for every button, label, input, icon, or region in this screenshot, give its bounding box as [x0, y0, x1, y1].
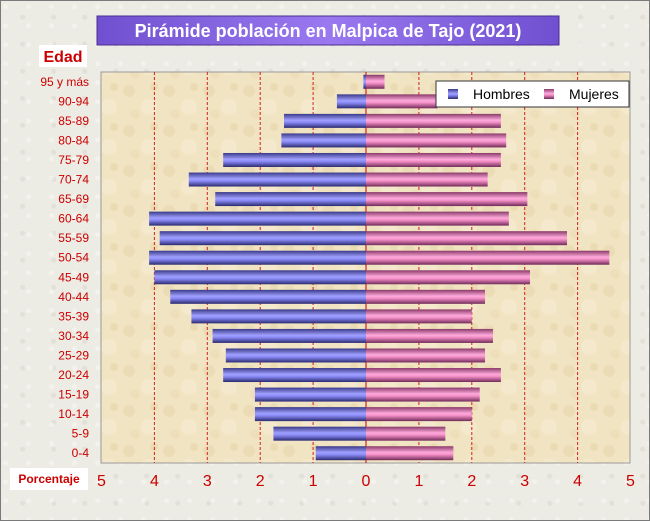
bar-mujeres-14 — [366, 348, 486, 363]
bar-mujeres-4 — [366, 152, 501, 167]
age-tick-8: 55-59 — [58, 231, 89, 245]
legend-swatch-mujeres — [544, 89, 554, 99]
bar-mujeres-1 — [366, 94, 438, 109]
age-tick-6: 65-69 — [58, 192, 89, 206]
x-tick-7: 2 — [467, 473, 476, 490]
bar-mujeres-15 — [366, 368, 501, 383]
age-tick-9: 50-54 — [58, 251, 89, 265]
x-axis-label: Porcentaje — [18, 472, 80, 486]
bar-hombres-10 — [154, 270, 366, 285]
bar-hombres-13 — [212, 328, 366, 343]
legend: Hombres Mujeres — [435, 80, 630, 108]
bar-hombres-7 — [149, 211, 366, 226]
x-tick-0: 5 — [97, 473, 106, 490]
x-tick-10: 5 — [626, 473, 635, 490]
bar-hombres-18 — [273, 426, 366, 441]
bar-mujeres-19 — [366, 446, 454, 461]
age-tick-17: 10-14 — [58, 407, 89, 421]
bar-mujeres-5 — [366, 172, 488, 187]
bar-mujeres-12 — [366, 309, 472, 324]
bar-mujeres-13 — [366, 328, 493, 343]
bar-mujeres-0 — [366, 74, 385, 89]
legend-label-hombres: Hombres — [473, 86, 530, 102]
age-tick-5: 70-74 — [58, 173, 89, 187]
x-tick-4: 1 — [309, 473, 318, 490]
x-tick-6: 1 — [414, 473, 423, 490]
bar-mujeres-8 — [366, 231, 568, 246]
bar-hombres-8 — [159, 231, 366, 246]
bar-mujeres-2 — [366, 113, 501, 128]
bar-hombres-2 — [284, 113, 366, 128]
x-axis-label-box — [10, 468, 88, 490]
series-mujeres — [366, 74, 610, 461]
age-tick-15: 20-24 — [58, 368, 89, 382]
bar-mujeres-10 — [366, 270, 530, 285]
age-tick-3: 80-84 — [58, 133, 89, 147]
bar-mujeres-9 — [366, 250, 610, 265]
bar-hombres-19 — [315, 446, 366, 461]
age-tick-0: 95 y más — [40, 75, 89, 89]
y-axis-label-box — [39, 45, 87, 67]
bar-hombres-5 — [188, 172, 366, 187]
age-tick-13: 30-34 — [58, 329, 89, 343]
x-tick-labels: 5 4 3 2 1 0 1 2 3 4 5 — [97, 473, 635, 490]
chart-title-box — [96, 15, 560, 46]
bar-mujeres-6 — [366, 192, 528, 207]
y-axis-label: Edad — [43, 49, 82, 66]
age-tick-7: 60-64 — [58, 212, 89, 226]
bar-hombres-9 — [149, 250, 366, 265]
age-tick-18: 5-9 — [72, 427, 90, 441]
bar-hombres-0 — [363, 74, 366, 89]
age-tick-4: 75-79 — [58, 153, 89, 167]
bar-hombres-4 — [223, 152, 366, 167]
bar-hombres-17 — [254, 407, 366, 422]
bar-mujeres-3 — [366, 133, 507, 148]
bar-hombres-6 — [215, 192, 366, 207]
chart-title: Pirámide población en Malpica de Tajo (2… — [135, 21, 522, 41]
legend-label-mujeres: Mujeres — [569, 86, 619, 102]
series-hombres — [149, 74, 366, 461]
age-tick-labels: 95 y más 90-94 85-89 80-84 75-79 70-74 65-69 60… — [40, 75, 89, 460]
age-tick-2: 85-89 — [58, 114, 89, 128]
x-tick-5: 0 — [362, 473, 371, 490]
bar-hombres-1 — [336, 94, 366, 109]
x-tick-1: 4 — [150, 473, 159, 490]
age-tick-16: 15-19 — [58, 388, 89, 402]
bar-hombres-16 — [254, 387, 366, 402]
age-tick-10: 45-49 — [58, 270, 89, 284]
bar-hombres-3 — [281, 133, 366, 148]
bar-mujeres-16 — [366, 387, 480, 402]
bar-hombres-12 — [191, 309, 366, 324]
bar-hombres-11 — [170, 289, 366, 304]
bar-mujeres-7 — [366, 211, 509, 226]
x-tick-2: 3 — [203, 473, 212, 490]
x-tick-3: 2 — [256, 473, 265, 490]
legend-box — [435, 80, 630, 108]
bar-hombres-15 — [223, 368, 366, 383]
x-tick-8: 3 — [520, 473, 529, 490]
x-tick-9: 4 — [573, 473, 582, 490]
age-tick-1: 90-94 — [58, 94, 89, 108]
legend-swatch-hombres — [448, 89, 458, 99]
bar-hombres-14 — [225, 348, 366, 363]
age-tick-11: 40-44 — [58, 290, 89, 304]
bar-mujeres-18 — [366, 426, 446, 441]
bar-mujeres-11 — [366, 289, 486, 304]
age-tick-12: 35-39 — [58, 309, 89, 323]
bar-mujeres-17 — [366, 407, 472, 422]
age-tick-14: 25-29 — [58, 348, 89, 362]
age-tick-19: 0-4 — [72, 446, 90, 460]
